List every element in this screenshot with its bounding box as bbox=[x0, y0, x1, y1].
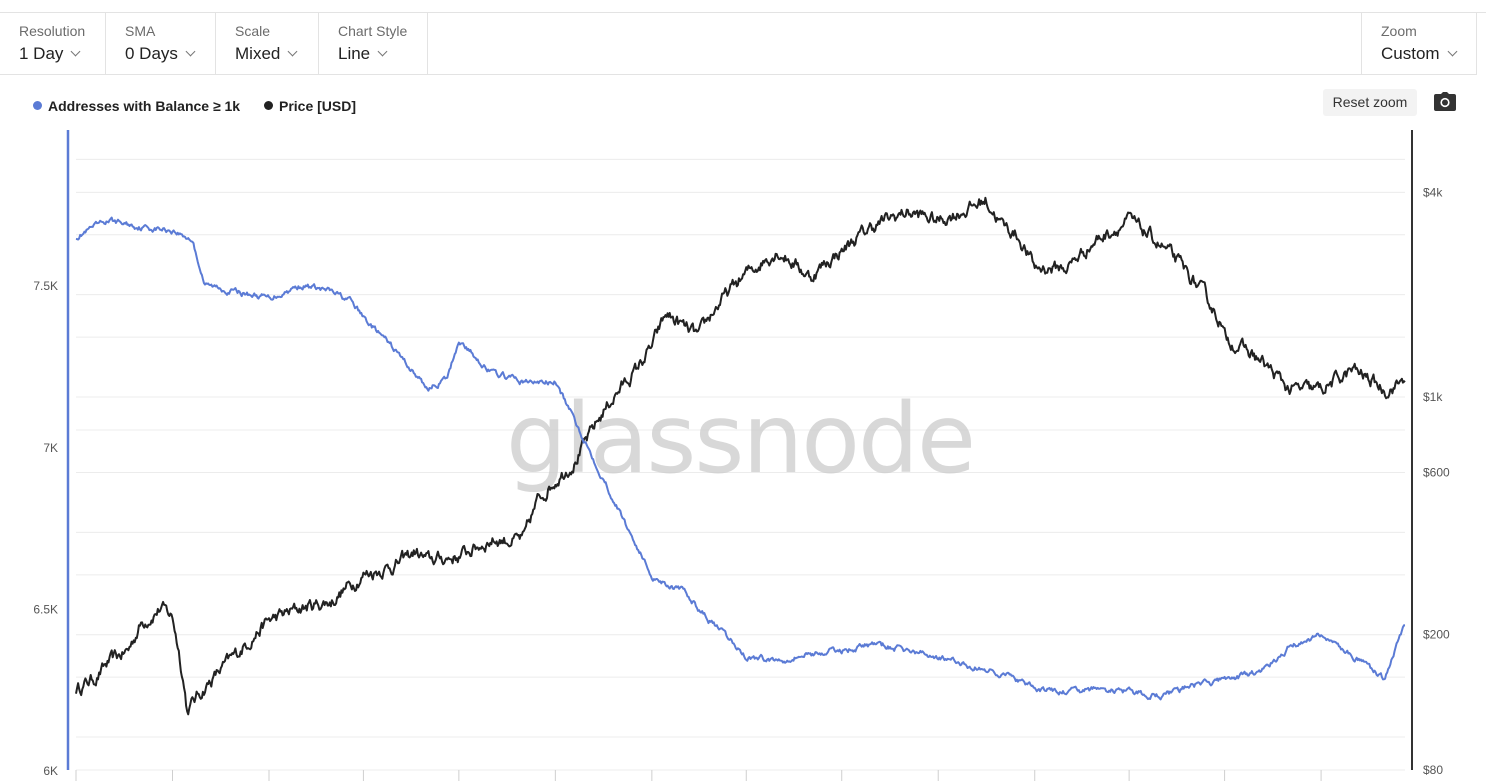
legend-dot-price bbox=[264, 101, 273, 110]
legend-item-addresses[interactable]: Addresses with Balance ≥ 1k bbox=[33, 98, 240, 114]
right-axis-ticks: $4k $1k $600 $200 $80 bbox=[1423, 185, 1450, 777]
resolution-dropdown[interactable]: Resolution 1 Day bbox=[0, 12, 106, 74]
legend-label-price: Price [USD] bbox=[279, 97, 357, 114]
right-tick-label: $4k bbox=[1423, 185, 1443, 199]
x-axis-ticks bbox=[75, 770, 1322, 781]
camera-icon[interactable] bbox=[1434, 92, 1456, 111]
chart-legend: Addresses with Balance ≥ 1k Price [USD] bbox=[33, 97, 376, 114]
legend-label-addresses: Addresses with Balance ≥ 1k bbox=[48, 97, 241, 114]
grid-lines bbox=[76, 158, 1405, 771]
sma-label: SMA bbox=[125, 23, 156, 39]
right-tick-label: $1k bbox=[1423, 390, 1443, 404]
scale-dropdown[interactable]: Scale Mixed bbox=[216, 12, 319, 74]
left-tick-label: 7K bbox=[43, 441, 58, 455]
left-axis-ticks: 7.5K 7K 6.5K 6K bbox=[33, 279, 58, 778]
chart-style-label: Chart Style bbox=[338, 23, 408, 39]
legend-item-price[interactable]: Price [USD] bbox=[264, 98, 356, 114]
right-tick-label: $80 bbox=[1423, 763, 1443, 777]
scale-label: Scale bbox=[235, 23, 271, 39]
addresses-series-line bbox=[75, 216, 1406, 701]
reset-zoom-button[interactable]: Reset zoom bbox=[1323, 89, 1417, 116]
legend-dot-addresses bbox=[33, 101, 42, 110]
resolution-value: 1 Day bbox=[19, 44, 64, 63]
sma-value: 0 Days bbox=[125, 44, 178, 63]
chart-toolbar: Resolution 1 Day SMA 0 Days Scale Mixed … bbox=[0, 12, 1477, 75]
right-tick-label: $600 bbox=[1423, 465, 1450, 479]
left-tick-label: 7.5K bbox=[33, 279, 58, 293]
zoom-value: Custom bbox=[1381, 44, 1440, 63]
scale-value: Mixed bbox=[235, 44, 281, 63]
chart-style-dropdown[interactable]: Chart Style Line bbox=[319, 12, 428, 74]
price-series-line bbox=[75, 196, 1406, 716]
left-tick-label: 6K bbox=[43, 764, 58, 778]
zoom-dropdown[interactable]: Zoom Custom bbox=[1361, 12, 1476, 74]
zoom-label: Zoom bbox=[1381, 23, 1417, 39]
watermark: glassnode bbox=[506, 383, 974, 495]
chart-style-value: Line bbox=[338, 44, 371, 63]
top-border bbox=[0, 0, 1486, 13]
resolution-label: Resolution bbox=[19, 23, 86, 39]
right-tick-label: $200 bbox=[1423, 628, 1450, 642]
sma-dropdown[interactable]: SMA 0 Days bbox=[106, 12, 216, 74]
left-tick-label: 6.5K bbox=[33, 602, 58, 616]
